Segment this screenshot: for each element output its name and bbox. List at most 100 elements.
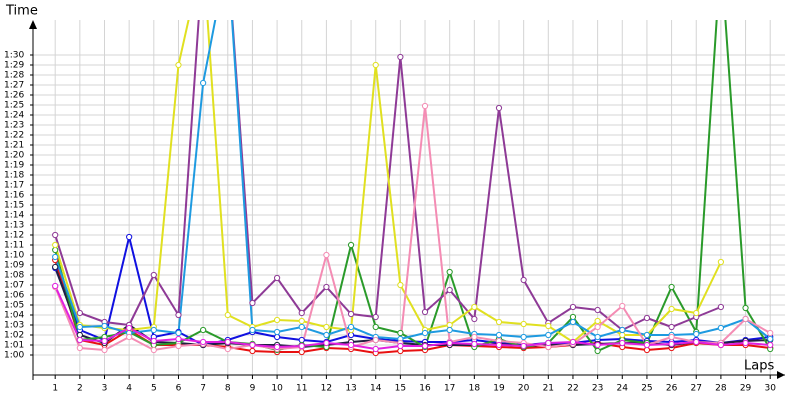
x-tick-label: 1 <box>52 384 58 394</box>
point <box>126 324 133 332</box>
x-tick-label: 7 <box>200 384 206 394</box>
point <box>323 251 330 259</box>
point <box>569 338 577 346</box>
point <box>52 241 59 249</box>
y-tick-label: 1:12 <box>4 231 24 241</box>
y-tick-label: 1:24 <box>4 111 24 121</box>
y-tick-label: 1:18 <box>4 171 24 181</box>
point <box>767 335 774 343</box>
point <box>298 342 305 350</box>
point <box>446 339 453 347</box>
point <box>175 61 182 69</box>
point <box>273 343 281 351</box>
series-line <box>54 20 771 341</box>
point <box>273 316 281 324</box>
point <box>421 342 429 350</box>
point <box>421 102 429 110</box>
y-tick-label: 1:02 <box>4 331 24 341</box>
point <box>569 313 577 321</box>
point <box>693 330 700 338</box>
y-tick-label: 1:25 <box>4 101 24 111</box>
x-tick-label: 26 <box>666 384 678 394</box>
y-tick-label: 1:23 <box>4 121 24 131</box>
y-tick-label: 1:27 <box>4 81 24 91</box>
y-tick-label: 1:05 <box>4 301 24 311</box>
x-tick-label: 28 <box>715 384 727 394</box>
x-tick-label: 15 <box>395 384 406 394</box>
x-tick-label: 17 <box>444 384 455 394</box>
point <box>594 347 601 355</box>
point <box>76 336 83 344</box>
point <box>372 336 379 344</box>
x-tick-label: 14 <box>370 384 382 394</box>
point <box>520 320 527 328</box>
point <box>495 104 503 112</box>
point <box>520 276 527 284</box>
point <box>372 345 379 353</box>
point <box>668 283 675 291</box>
point <box>717 303 724 311</box>
x-tick-label: 8 <box>225 384 231 394</box>
point <box>693 309 700 317</box>
point <box>323 283 330 291</box>
point <box>76 309 83 317</box>
x-tick-label: 4 <box>126 384 132 394</box>
y-tick-label: 1:03 <box>4 321 24 331</box>
point <box>643 314 651 322</box>
point <box>643 331 651 339</box>
y-tick-label: 1:14 <box>4 211 24 221</box>
point <box>619 331 626 339</box>
point <box>742 339 749 347</box>
point <box>52 263 59 271</box>
series-line <box>54 105 771 352</box>
y-tick-label: 1:10 <box>4 251 24 261</box>
point <box>520 333 527 341</box>
point <box>668 305 675 313</box>
x-tick-label: 27 <box>691 384 702 394</box>
series-line <box>54 20 722 344</box>
point <box>594 341 601 349</box>
point <box>200 79 207 87</box>
series-line <box>54 20 772 353</box>
x-tick-label: 20 <box>518 384 530 394</box>
point <box>742 304 749 312</box>
point <box>347 331 355 339</box>
point <box>323 323 330 331</box>
y-tick-label: 1:08 <box>4 271 24 281</box>
point <box>298 323 305 331</box>
y-axis-arrow <box>29 20 37 29</box>
x-tick-label: 23 <box>592 384 603 394</box>
point <box>347 241 355 249</box>
point <box>619 326 626 334</box>
x-tick-label: 13 <box>345 384 356 394</box>
point <box>273 333 281 341</box>
x-tick-label: 6 <box>176 384 182 394</box>
point <box>767 341 774 349</box>
point <box>471 303 478 311</box>
point <box>224 311 231 319</box>
point <box>175 342 182 350</box>
point <box>495 341 503 349</box>
point <box>150 346 157 354</box>
x-tick-label: 10 <box>271 384 283 394</box>
series-line <box>54 20 722 332</box>
point <box>545 322 552 330</box>
point <box>200 338 207 346</box>
x-tick-label: 16 <box>419 384 431 394</box>
point <box>249 299 256 307</box>
point <box>569 303 577 311</box>
y-tick-label: 1:20 <box>4 151 24 161</box>
x-tick-label: 29 <box>740 384 752 394</box>
point <box>545 339 552 347</box>
point <box>545 331 552 339</box>
point <box>668 323 675 331</box>
series-line <box>54 285 771 351</box>
point <box>150 326 157 334</box>
tick-labels: 1:001:011:021:031:041:051:061:071:081:09… <box>4 51 776 394</box>
x-tick-label: 30 <box>764 384 776 394</box>
point <box>717 341 724 349</box>
y-tick-label: 1:21 <box>4 141 24 151</box>
point <box>643 341 651 349</box>
point <box>52 246 59 254</box>
